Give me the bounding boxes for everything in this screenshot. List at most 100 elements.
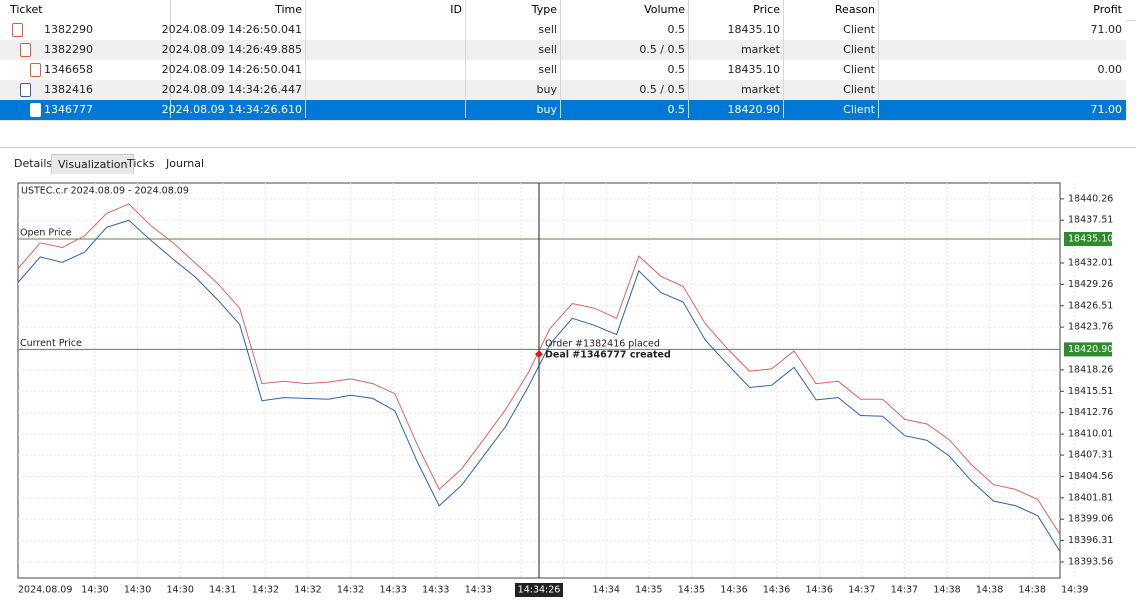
table-cell: 18435.10	[727, 23, 781, 36]
x-tick-label: 14:37	[891, 585, 918, 596]
x-tick-label: 14:30	[167, 585, 194, 596]
table-cell: 0.00	[1097, 63, 1123, 76]
table-cell: 2024.08.09 14:34:26.447	[161, 83, 302, 96]
y-tick-label: 18429.26	[1068, 279, 1113, 290]
column-separator	[170, 0, 171, 118]
column-separator	[688, 0, 689, 118]
table-cell: 71.00	[1090, 103, 1123, 116]
table-cell: 0.5	[667, 63, 686, 76]
price-tag-label: 18435.10	[1068, 233, 1113, 244]
cursor-tag	[515, 583, 563, 597]
price-line-label: Current Price	[20, 338, 82, 349]
x-tick-label: 14:33	[380, 585, 407, 596]
x-tick-label: 14:36	[806, 585, 833, 596]
table-cell: 0.5 / 0.5	[639, 43, 685, 56]
x-tick-label: 14:32	[252, 585, 279, 596]
x-tick-label: 14:38	[933, 585, 960, 596]
column-header[interactable]: ID	[450, 3, 462, 16]
column-header[interactable]: Type	[531, 3, 557, 16]
tab[interactable]: Journal	[166, 157, 205, 170]
table-cell: Client	[843, 23, 875, 36]
price-tag-label: 18420.90	[1068, 344, 1113, 355]
table-cell: 1382290	[44, 43, 93, 56]
table-cell: 71.00	[1090, 23, 1123, 36]
table-cell: market	[740, 83, 780, 96]
table-cell: 1346658	[44, 63, 93, 76]
column-separator	[305, 0, 306, 118]
table-cell: Client	[843, 43, 875, 56]
column-separator	[878, 0, 879, 118]
x-tick-label: 14:33	[465, 585, 492, 596]
table-cell: 0.5 / 0.5	[639, 83, 685, 96]
order-icon	[20, 83, 31, 97]
table-cell: 1382290	[44, 23, 93, 36]
x-tick-label: 14:32	[294, 585, 321, 596]
table-cell: 0.5	[667, 23, 686, 36]
x-tick-label: 14:35	[635, 585, 662, 596]
price-tag	[1064, 342, 1112, 357]
x-tick-label: 14:30	[124, 585, 151, 596]
y-tick-label: 18418.26	[1068, 364, 1113, 375]
cursor-label: 14:34:26	[518, 585, 561, 596]
column-header[interactable]: Time	[275, 3, 302, 16]
column-header[interactable]: Ticket	[10, 3, 43, 16]
table-cell: 0.5	[667, 103, 686, 116]
y-tick-label: 18396.31	[1068, 535, 1113, 546]
table-cell: 2024.08.09 14:26:49.885	[161, 43, 302, 56]
y-tick-label: 18401.81	[1068, 492, 1113, 503]
x-tick-label: 14:36	[720, 585, 747, 596]
x-tick-label: 14:33	[422, 585, 449, 596]
order-icon	[30, 103, 41, 117]
tab[interactable]: Visualization	[51, 154, 135, 174]
y-tick-label: 18437.51	[1068, 215, 1113, 226]
table-cell: sell	[538, 63, 557, 76]
table-cell: market	[740, 43, 780, 56]
panel-divider	[0, 147, 1136, 148]
x-tick-label: 14:38	[1019, 585, 1046, 596]
table-cell: Client	[843, 83, 875, 96]
y-tick-label: 18440.26	[1068, 193, 1113, 204]
price-tag	[1064, 231, 1112, 246]
price-line-label: Open Price	[20, 227, 72, 238]
event-label: Order #1382416 placed	[545, 339, 660, 350]
order-icon	[30, 63, 41, 77]
y-tick-label: 18426.51	[1068, 300, 1113, 311]
column-header[interactable]: Volume	[644, 3, 685, 16]
table-cell: 2024.08.09 14:34:26.610	[161, 103, 302, 116]
table-cell: buy	[536, 103, 557, 116]
y-tick-label: 18410.01	[1068, 429, 1113, 440]
tab[interactable]: Ticks	[127, 157, 155, 170]
table-cell: 2024.08.09 14:26:50.041	[161, 23, 302, 36]
x-tick-label: 14:38	[976, 585, 1003, 596]
history-table: Ticket Time ID Type Volume Price Reason Profit 1…	[0, 0, 1136, 121]
x-tick-label: 14:31	[209, 585, 236, 596]
tab[interactable]: Details	[14, 157, 53, 170]
table-row[interactable]	[0, 100, 1126, 121]
y-tick-label: 18423.76	[1068, 322, 1113, 333]
y-tick-label: 18415.51	[1068, 386, 1113, 397]
table-cell: sell	[538, 23, 557, 36]
column-header[interactable]: Price	[753, 3, 780, 16]
x-tick-label: 14:30	[81, 585, 108, 596]
order-icon	[12, 23, 23, 37]
y-tick-label: 18412.76	[1068, 407, 1113, 418]
table-cell: 18420.90	[727, 103, 781, 116]
x-tick-label: 14:34	[593, 585, 620, 596]
table-cell: 1382416	[44, 83, 93, 96]
y-tick-label: 18393.56	[1068, 556, 1113, 567]
y-tick-label: 18399.06	[1068, 514, 1113, 525]
y-tick-label: 18432.01	[1068, 258, 1113, 269]
table-cell: Client	[843, 63, 875, 76]
column-header[interactable]: Profit	[1093, 3, 1122, 16]
x-tick-label: 14:37	[848, 585, 875, 596]
column-separator	[465, 0, 466, 118]
y-tick-label: 18404.56	[1068, 471, 1113, 482]
column-header[interactable]: Reason	[834, 3, 875, 16]
x-tick-label: 14:35	[678, 585, 705, 596]
x-tick-label: 14:32	[337, 585, 364, 596]
event-marker	[535, 350, 543, 359]
x-tick-label: 14:36	[763, 585, 790, 596]
column-separator	[560, 0, 561, 118]
